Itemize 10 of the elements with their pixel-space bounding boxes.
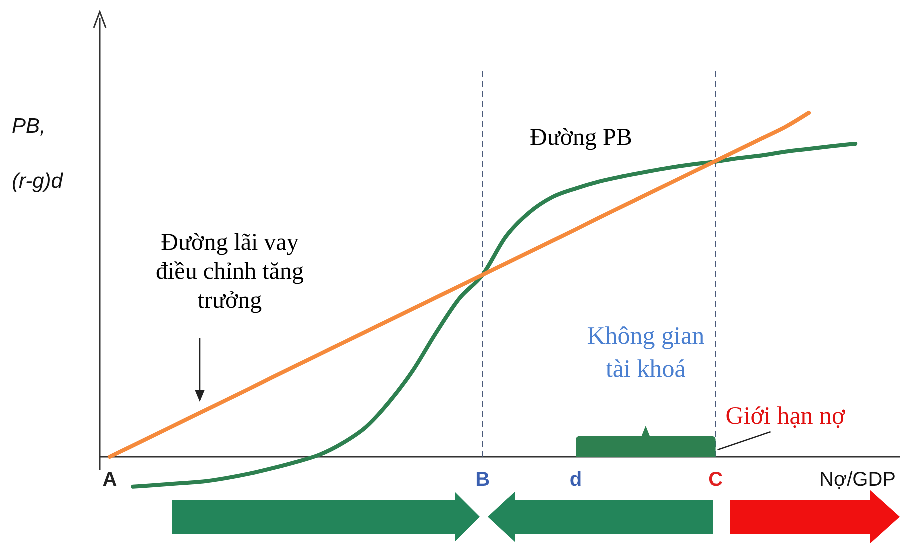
ref-line-label: Giới hạn nợ bbox=[726, 403, 846, 430]
x-tick-label: d bbox=[570, 469, 582, 491]
x-tick-label: B bbox=[476, 469, 490, 491]
series-label: Đường lãi vay điều chỉnh tăng trưởng bbox=[156, 230, 304, 314]
series-label: Đường PB bbox=[530, 125, 632, 151]
x-tick-label: C bbox=[708, 469, 724, 491]
text: PB, (r-g)d bbox=[12, 115, 63, 193]
x-axis-title: Nợ/GDP bbox=[820, 469, 896, 491]
annotation: Không gian tài khoá bbox=[587, 323, 706, 383]
x-tick-label: A bbox=[102, 469, 118, 491]
